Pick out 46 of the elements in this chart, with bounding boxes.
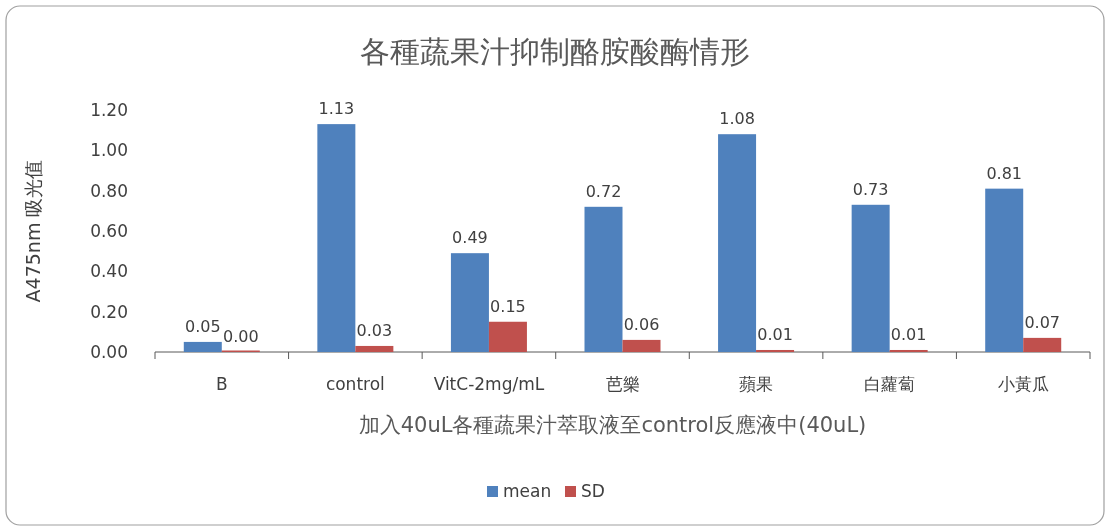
bar xyxy=(756,349,795,352)
data-label: 0.01 xyxy=(757,324,793,344)
bar xyxy=(985,188,1024,352)
y-tick-label: 0.80 xyxy=(90,180,128,201)
y-tick-label: 0.60 xyxy=(90,221,128,241)
data-label: 0.03 xyxy=(356,320,393,340)
bar xyxy=(450,253,489,352)
y-tick-label: 0.00 xyxy=(90,342,128,362)
y-tick-label: 1.00 xyxy=(90,140,128,161)
chart-title: 各種蔬果汁抑制酪胺酸酶情形 xyxy=(360,34,750,69)
bar xyxy=(183,341,222,352)
y-tick-label: 1.20 xyxy=(90,100,128,120)
x-tick-label: 小黃瓜 xyxy=(997,374,1049,394)
x-tick-label: 芭樂 xyxy=(605,374,640,394)
data-label: 0.81 xyxy=(986,163,1023,183)
bar xyxy=(851,204,890,352)
x-tick-label: VitC-2mg/mL xyxy=(433,374,545,394)
data-label: 0.49 xyxy=(452,228,488,248)
bar xyxy=(584,206,623,352)
legend-label: mean xyxy=(503,481,552,501)
bar xyxy=(355,345,394,352)
x-tick-label: 蘋果 xyxy=(739,374,774,394)
data-label: 0.73 xyxy=(852,179,889,199)
legend-label: SD xyxy=(581,481,605,501)
bar xyxy=(488,321,527,352)
data-label: 0.01 xyxy=(890,324,927,344)
data-label: 1.08 xyxy=(719,109,755,129)
x-tick-label: B xyxy=(215,374,228,394)
data-label: 0.06 xyxy=(623,314,660,334)
data-label: 0.05 xyxy=(184,316,221,336)
data-label: 0.07 xyxy=(1024,312,1061,332)
y-tick-label: 0.40 xyxy=(90,261,128,282)
y-tick-label: 0.20 xyxy=(90,301,128,322)
y-axis-title: A475nm 吸光值 xyxy=(22,159,44,303)
bar xyxy=(889,349,928,352)
bar xyxy=(1023,337,1062,352)
x-tick-label: 白蘿蔔 xyxy=(864,374,916,394)
bar xyxy=(718,134,757,352)
data-label: 1.13 xyxy=(318,99,355,119)
data-label: 0.72 xyxy=(585,181,622,201)
x-axis-title: 加入40uL各種蔬果汁萃取液至control反應液中(40uL) xyxy=(358,413,867,437)
bar xyxy=(317,124,356,352)
data-label: 0.00 xyxy=(222,327,259,346)
bar xyxy=(622,339,661,352)
x-tick-label: control xyxy=(325,374,385,394)
data-label: 0.15 xyxy=(490,296,526,316)
